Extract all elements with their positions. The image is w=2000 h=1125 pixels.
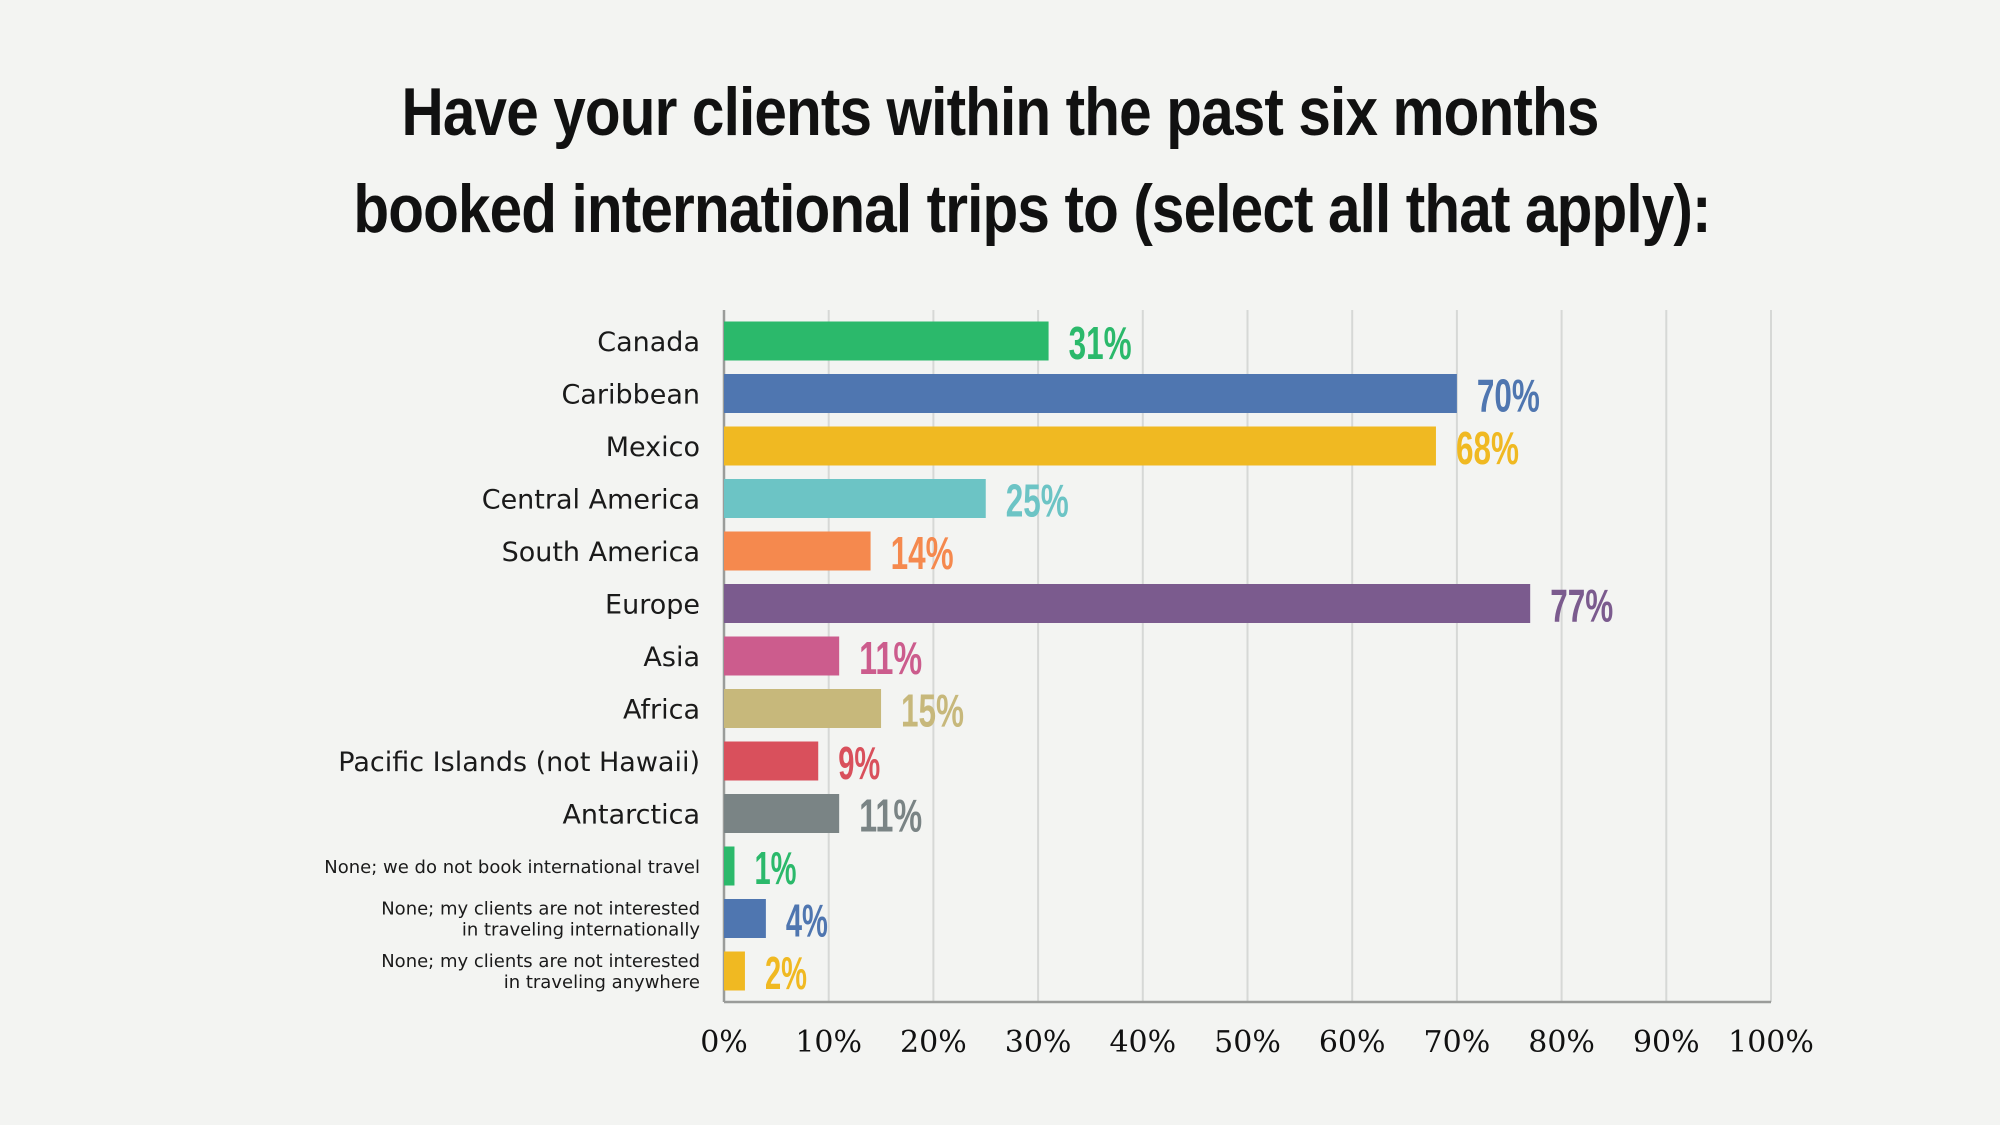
x-tick-label: 70% bbox=[1424, 1025, 1491, 1060]
x-tick-label: 40% bbox=[1109, 1025, 1176, 1060]
bar bbox=[724, 794, 840, 833]
x-tick-label: 0% bbox=[700, 1025, 748, 1060]
value-label: 1% bbox=[754, 842, 796, 894]
x-tick-label: 80% bbox=[1528, 1025, 1595, 1060]
value-label: 11% bbox=[859, 632, 922, 684]
value-label: 70% bbox=[1477, 370, 1540, 422]
bar bbox=[724, 479, 986, 518]
bar bbox=[724, 374, 1457, 413]
category-label: Africa bbox=[623, 695, 700, 726]
bar bbox=[724, 741, 819, 781]
x-tick-label: 30% bbox=[1005, 1025, 1072, 1060]
value-label: 9% bbox=[838, 737, 880, 789]
value-label: 25% bbox=[1006, 475, 1069, 527]
category-label: South America bbox=[502, 537, 700, 568]
chart-title-line-1: Have your clients within the past six mo… bbox=[401, 74, 1599, 150]
category-label-line: None; my clients are not interested bbox=[381, 899, 700, 920]
bar bbox=[724, 584, 1531, 623]
bar bbox=[724, 426, 1436, 466]
category-label: Central America bbox=[482, 485, 700, 516]
value-label: 14% bbox=[891, 527, 954, 579]
value-label: 4% bbox=[786, 895, 828, 947]
category-label: None; we do not book international trave… bbox=[324, 857, 700, 878]
bar bbox=[724, 531, 871, 571]
category-label-line: in traveling internationally bbox=[462, 920, 700, 941]
category-label: None; my clients are not interested in tr… bbox=[381, 951, 700, 993]
bar bbox=[724, 321, 1049, 361]
value-label: 31% bbox=[1069, 317, 1132, 369]
bar bbox=[724, 846, 735, 886]
value-label: 11% bbox=[859, 790, 922, 842]
value-label: 2% bbox=[765, 947, 807, 999]
x-tick-label: 20% bbox=[900, 1025, 967, 1060]
category-label: Mexico bbox=[606, 432, 700, 463]
category-label: Canada bbox=[597, 327, 700, 358]
chart-title-line-2: booked international trips to (select al… bbox=[353, 171, 1711, 247]
x-tick-label: 10% bbox=[795, 1025, 862, 1060]
chart-title: Have your clients within the past six mo… bbox=[0, 64, 2000, 258]
category-label-line: in traveling anywhere bbox=[504, 972, 700, 993]
x-tick-label: 90% bbox=[1633, 1025, 1700, 1060]
value-label: 77% bbox=[1550, 580, 1613, 632]
category-label-line: None; my clients are not interested bbox=[381, 951, 700, 972]
bar bbox=[724, 636, 840, 676]
category-label: Pacific Islands (not Hawaii) bbox=[338, 747, 700, 778]
value-label: 68% bbox=[1456, 422, 1519, 474]
bar bbox=[724, 899, 766, 938]
category-label: None; my clients are not interested in tr… bbox=[381, 899, 700, 941]
bar bbox=[724, 689, 882, 728]
category-label: Europe bbox=[605, 590, 700, 621]
x-tick-label: 60% bbox=[1319, 1025, 1386, 1060]
category-label: Antarctica bbox=[562, 800, 700, 831]
value-label: 15% bbox=[901, 685, 964, 737]
bar bbox=[724, 951, 745, 991]
category-label: Caribbean bbox=[561, 380, 700, 411]
x-tick-label: 100% bbox=[1728, 1025, 1814, 1060]
category-label: Asia bbox=[643, 642, 700, 673]
x-tick-label: 50% bbox=[1214, 1025, 1281, 1060]
